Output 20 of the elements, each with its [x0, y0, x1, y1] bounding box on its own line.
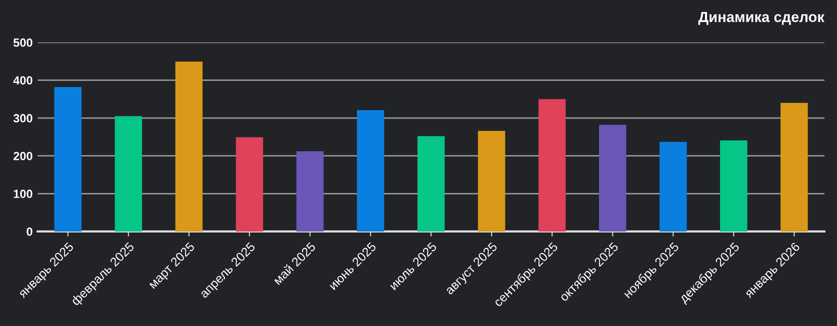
chart-title: Динамика сделок	[698, 12, 824, 25]
y-tick-label: 200	[14, 152, 32, 160]
bar	[236, 137, 264, 232]
bar	[720, 140, 748, 232]
bar	[296, 151, 324, 232]
y-tick-label: 400	[13, 76, 32, 85]
y-tick-label: 100	[14, 190, 32, 198]
bar	[356, 110, 384, 232]
bar	[175, 62, 203, 232]
bar	[478, 130, 506, 232]
bar	[417, 136, 445, 232]
y-tick-label: 0	[26, 227, 32, 236]
y-tick-label: 500	[13, 38, 32, 47]
bar	[780, 102, 808, 232]
bar	[54, 87, 82, 232]
bar	[599, 124, 626, 232]
bar	[114, 116, 142, 232]
bar	[538, 99, 566, 232]
y-tick-label: 300	[13, 114, 32, 122]
bar	[660, 142, 687, 232]
